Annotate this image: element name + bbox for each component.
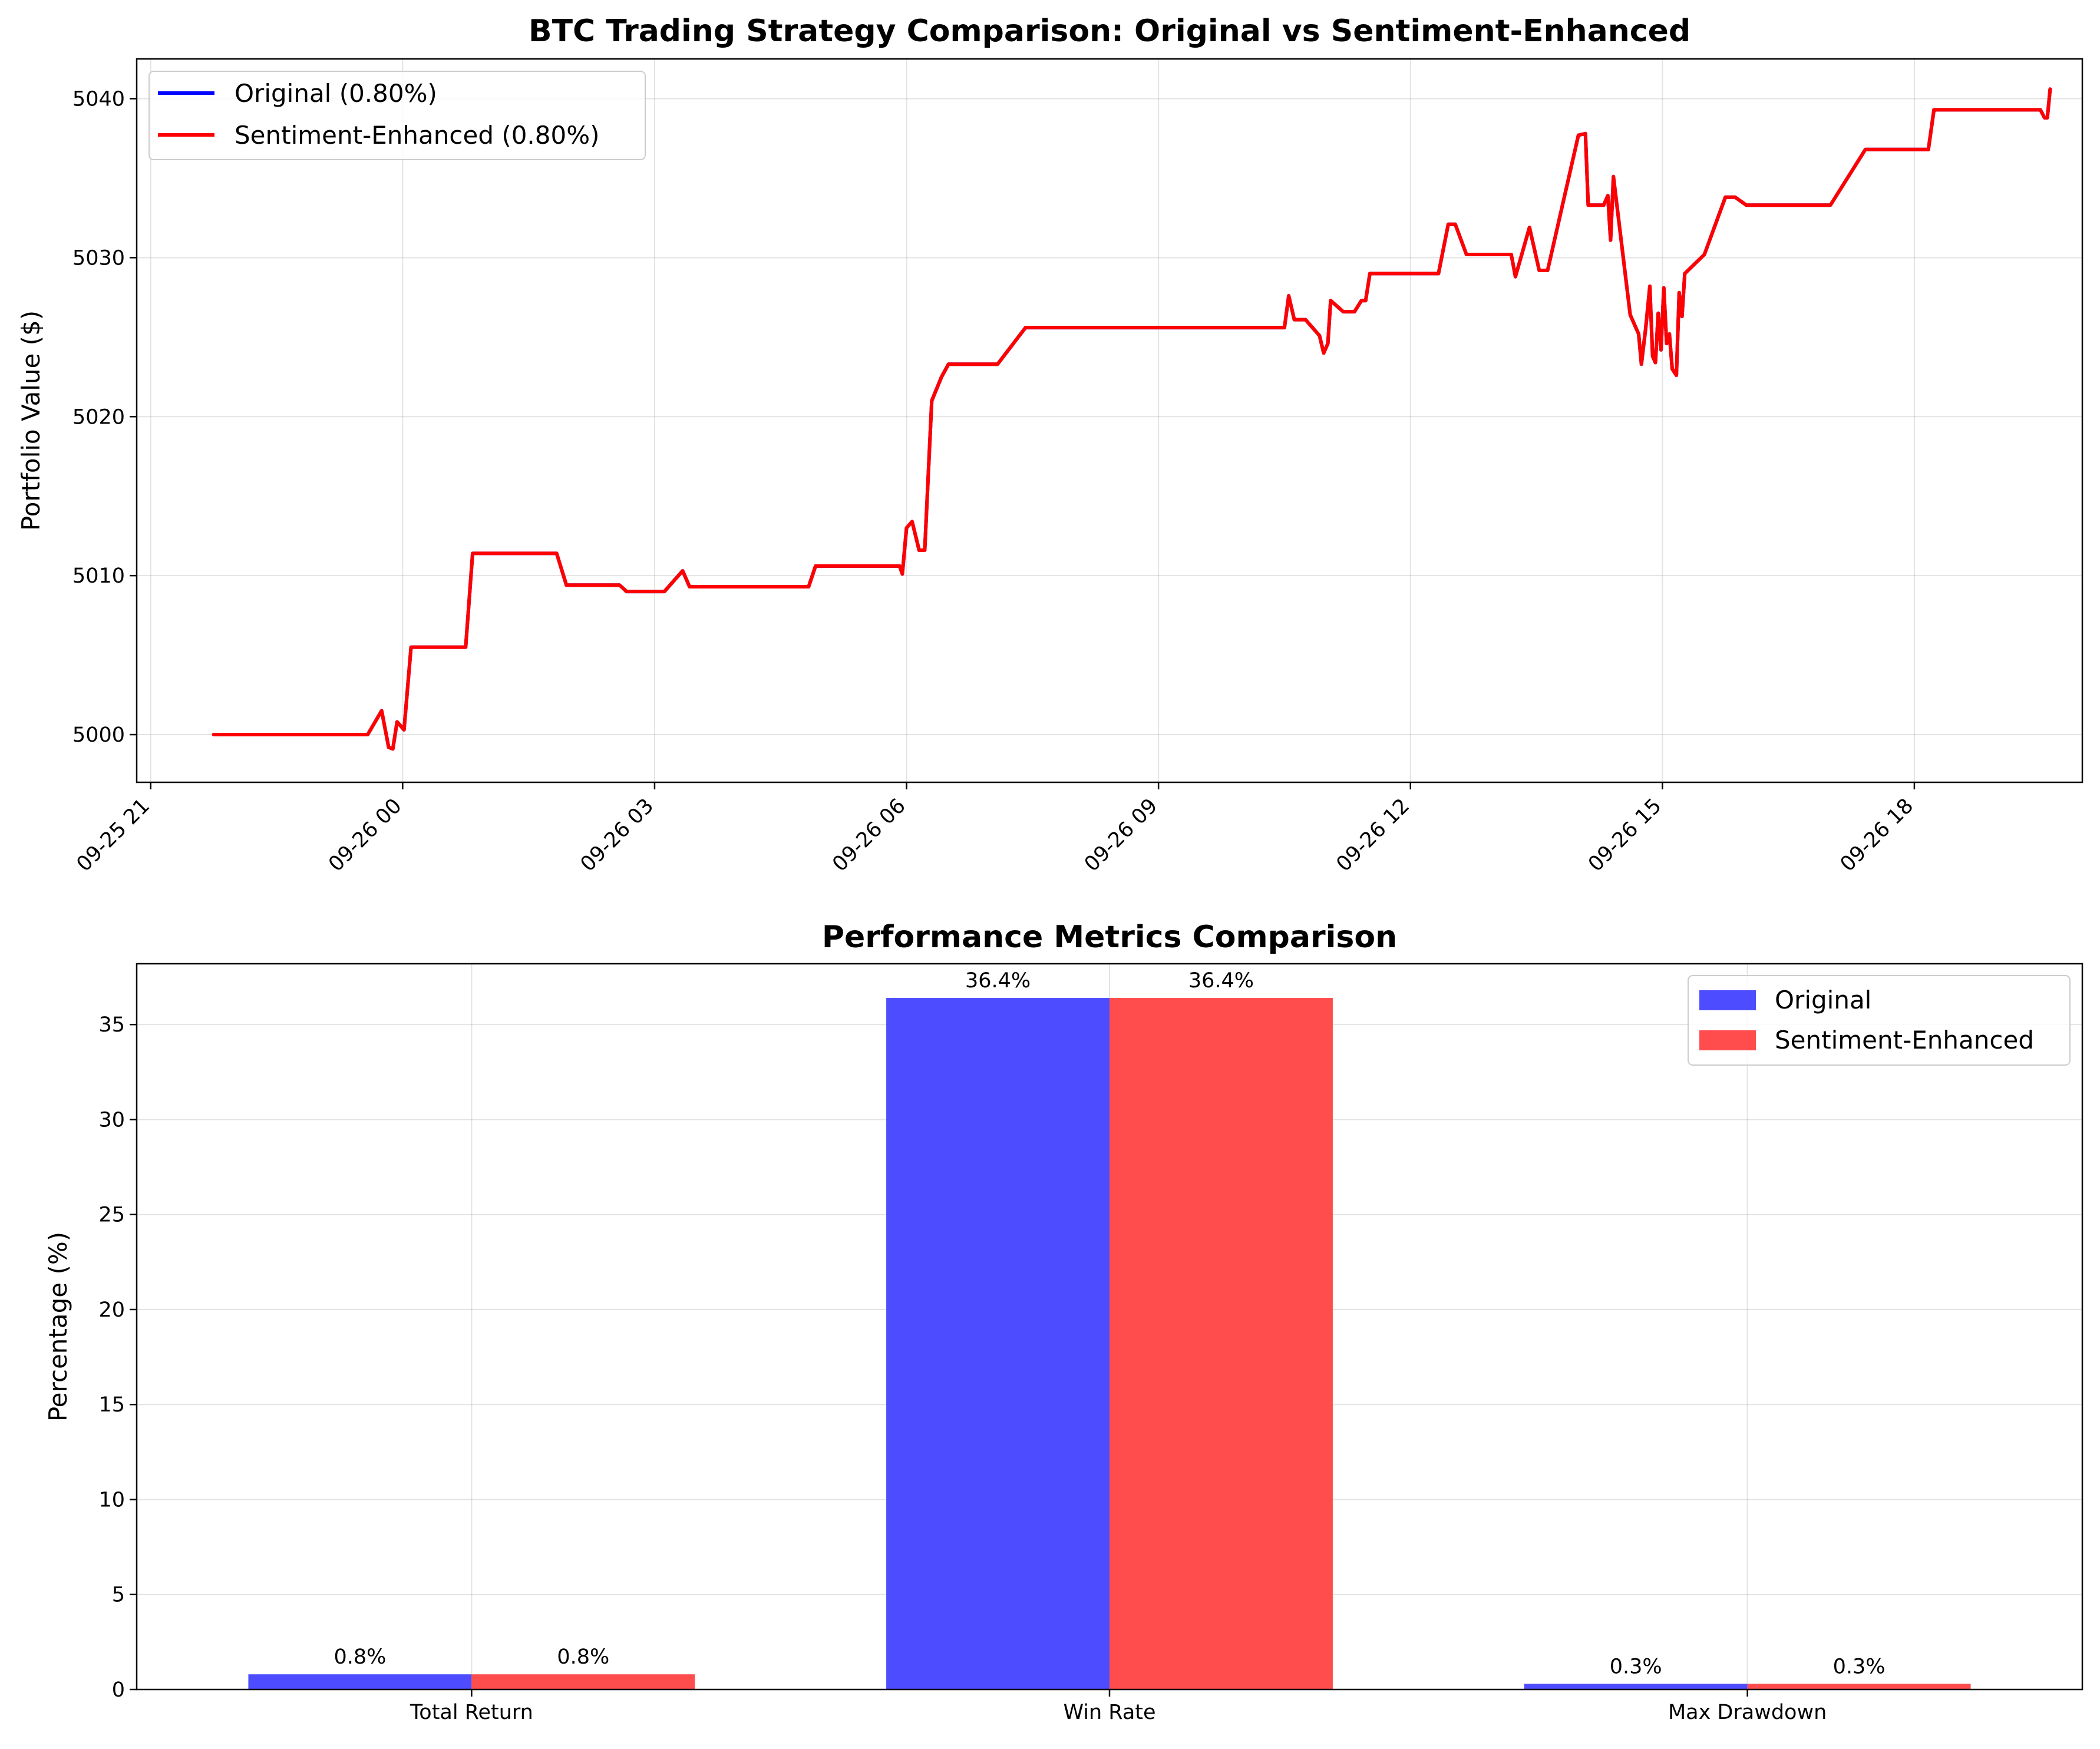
line-legend: Original (0.80%) Sentiment-Enhanced (0.8… xyxy=(148,71,646,160)
bar-legend-box xyxy=(1688,975,2071,1066)
line-gridlines xyxy=(137,59,2082,782)
bar-y-tick-label-25: 25 xyxy=(98,1204,125,1227)
line-y-axis-label: Portfolio Value ($) xyxy=(16,310,45,531)
line-y-tick-label-5040: 5040 xyxy=(72,87,125,111)
line-x-tick-label-09-26-09: 09-26 09 xyxy=(1080,794,1163,877)
bar-y-tick-label-0: 0 xyxy=(112,1678,125,1702)
bar-original-total-return xyxy=(248,1674,472,1690)
line-series-sentiment-enhanced-0-80 xyxy=(212,87,2052,751)
line-x-tick-label-09-26-00: 09-26 00 xyxy=(324,794,407,877)
line-x-tick-label-09-26-18: 09-26 18 xyxy=(1836,794,1919,877)
bar-label-sentiment-enhanced-win-rate: 36.4% xyxy=(1188,969,1254,993)
bar-sentiment-enhanced-max-drawdown xyxy=(1747,1684,1971,1690)
bar-label-original-total-return: 0.8% xyxy=(334,1645,386,1669)
bar-x-tick-label-total-return: Total Return xyxy=(410,1701,533,1724)
line-x-tick-label-09-26-06: 09-26 06 xyxy=(828,794,910,877)
bar-x-axis: Total Return Win Rate Max Drawdown xyxy=(410,1690,1827,1724)
line-chart-title: BTC Trading Strategy Comparison: Origina… xyxy=(529,14,1690,49)
line-x-tick-label-09-26-12: 09-26 12 xyxy=(1332,794,1415,877)
line-x-tick-label-09-26-03: 09-26 03 xyxy=(576,794,659,877)
line-y-tick-label-5020: 5020 xyxy=(72,405,125,429)
bar-label-sentiment-enhanced-max-drawdown: 0.3% xyxy=(1833,1655,1886,1678)
line-plot-frame xyxy=(136,58,2084,783)
line-chart: BTC Trading Strategy Comparison: Origina… xyxy=(16,14,2084,877)
legend-swatch-original-bar xyxy=(1699,990,1756,1010)
line-y-tick-label-5000: 5000 xyxy=(72,723,125,747)
bar-x-tick-label-max-drawdown: Max Drawdown xyxy=(1668,1701,1827,1724)
legend-label-original-bar: Original xyxy=(1775,986,1871,1014)
legend-swatch-sentiment-bar xyxy=(1699,1030,1756,1050)
line-y-tick-label-5010: 5010 xyxy=(72,564,125,588)
bar-y-axis: 0 5 10 15 20 25 30 35 xyxy=(98,1013,137,1702)
line-x-axis: 09-25 21 09-26 00 09-26 03 09-26 06 09-26 09… xyxy=(72,782,1919,877)
line-y-tick-label-5030: 5030 xyxy=(72,246,125,270)
bar-label-sentiment-enhanced-total-return: 0.8% xyxy=(557,1645,609,1669)
bar-label-original-max-drawdown: 0.3% xyxy=(1610,1655,1662,1678)
legend-label-sentiment-line: Sentiment-Enhanced (0.80%) xyxy=(235,121,600,150)
line-series-original-0-80 xyxy=(212,87,2052,751)
bar-x-tick-label-win-rate: Win Rate xyxy=(1063,1701,1155,1724)
bar-y-tick-label-10: 10 xyxy=(98,1488,125,1512)
bar-sentiment-enhanced-total-return xyxy=(471,1674,695,1690)
line-x-tick-label-09-26-15: 09-26 15 xyxy=(1584,794,1666,877)
bar-label-original-win-rate: 36.4% xyxy=(965,969,1031,993)
line-series-group xyxy=(212,87,2052,751)
bar-y-tick-label-30: 30 xyxy=(98,1108,125,1132)
bar-legend: Original Sentiment-Enhanced xyxy=(1688,975,2071,1066)
legend-label-original-line: Original (0.80%) xyxy=(235,79,437,108)
bar-y-tick-label-35: 35 xyxy=(98,1013,125,1037)
line-x-tick-label-09-25-21: 09-25 21 xyxy=(72,794,155,877)
bar-y-tick-label-20: 20 xyxy=(98,1298,125,1322)
bar-y-tick-label-15: 15 xyxy=(98,1393,125,1417)
bar-data-labels: 0.8% 36.4% 0.3% 0.8% 36.4% 0.3% xyxy=(334,969,1885,1678)
bar-sentiment-enhanced-win-rate xyxy=(1110,998,1333,1690)
line-legend-box xyxy=(148,71,646,160)
bar-y-axis-label: Percentage (%) xyxy=(44,1232,72,1421)
legend-label-sentiment-bar: Sentiment-Enhanced xyxy=(1775,1026,2034,1054)
bar-y-tick-label-5: 5 xyxy=(112,1583,125,1607)
bar-original-max-drawdown xyxy=(1524,1684,1748,1690)
line-y-axis: 5000 5010 5020 5030 5040 xyxy=(72,87,137,747)
bar-chart-title: Performance Metrics Comparison xyxy=(822,920,1397,955)
bar-series-group xyxy=(248,998,1971,1690)
bar-chart: Performance Metrics Comparison 0.8% 36.4%… xyxy=(44,920,2084,1724)
bar-original-win-rate xyxy=(886,998,1110,1690)
